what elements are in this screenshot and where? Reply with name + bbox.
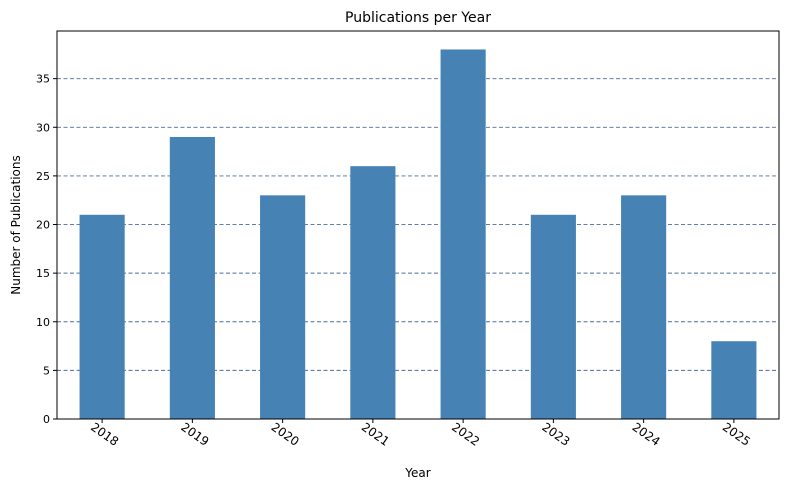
- y-tick-label: 15: [36, 267, 50, 280]
- x-axis-label: Year: [404, 466, 430, 480]
- bar-2023: [530, 214, 576, 419]
- chart-title: Publications per Year: [345, 10, 491, 26]
- x-tick-label: 2021: [359, 420, 392, 449]
- y-tick-label: 0: [43, 413, 50, 426]
- bar-2018: [79, 214, 125, 419]
- y-tick-label: 30: [36, 121, 50, 134]
- bar-2020: [260, 195, 306, 419]
- bar-2019: [169, 136, 215, 419]
- y-axis: 0 5 10 15 20 25 30 35: [36, 73, 57, 426]
- x-tick-label: 2025: [720, 420, 753, 449]
- x-tick-label: 2019: [178, 420, 211, 449]
- x-axis: 2018 2019 2020 2021 2022 2023 2024 2025: [88, 419, 753, 449]
- x-tick-label: 2022: [449, 420, 482, 449]
- y-tick-label: 25: [36, 170, 50, 183]
- y-axis-label: Number of Publications: [9, 155, 23, 295]
- x-tick-label: 2023: [539, 420, 572, 449]
- bar-2022: [440, 49, 486, 419]
- y-tick-label: 5: [43, 364, 50, 377]
- x-tick-label: 2020: [269, 420, 302, 449]
- x-tick-label: 2018: [88, 420, 121, 449]
- grid-lines: [57, 78, 779, 371]
- bars: [79, 49, 757, 419]
- bar-2021: [350, 166, 396, 419]
- bar-2025: [711, 341, 757, 419]
- x-tick-label: 2024: [630, 420, 663, 449]
- plot-frame: [56, 30, 780, 420]
- y-tick-label: 20: [36, 219, 50, 232]
- y-tick-label: 35: [36, 73, 50, 86]
- bar-2024: [621, 195, 667, 419]
- y-tick-label: 10: [36, 316, 50, 329]
